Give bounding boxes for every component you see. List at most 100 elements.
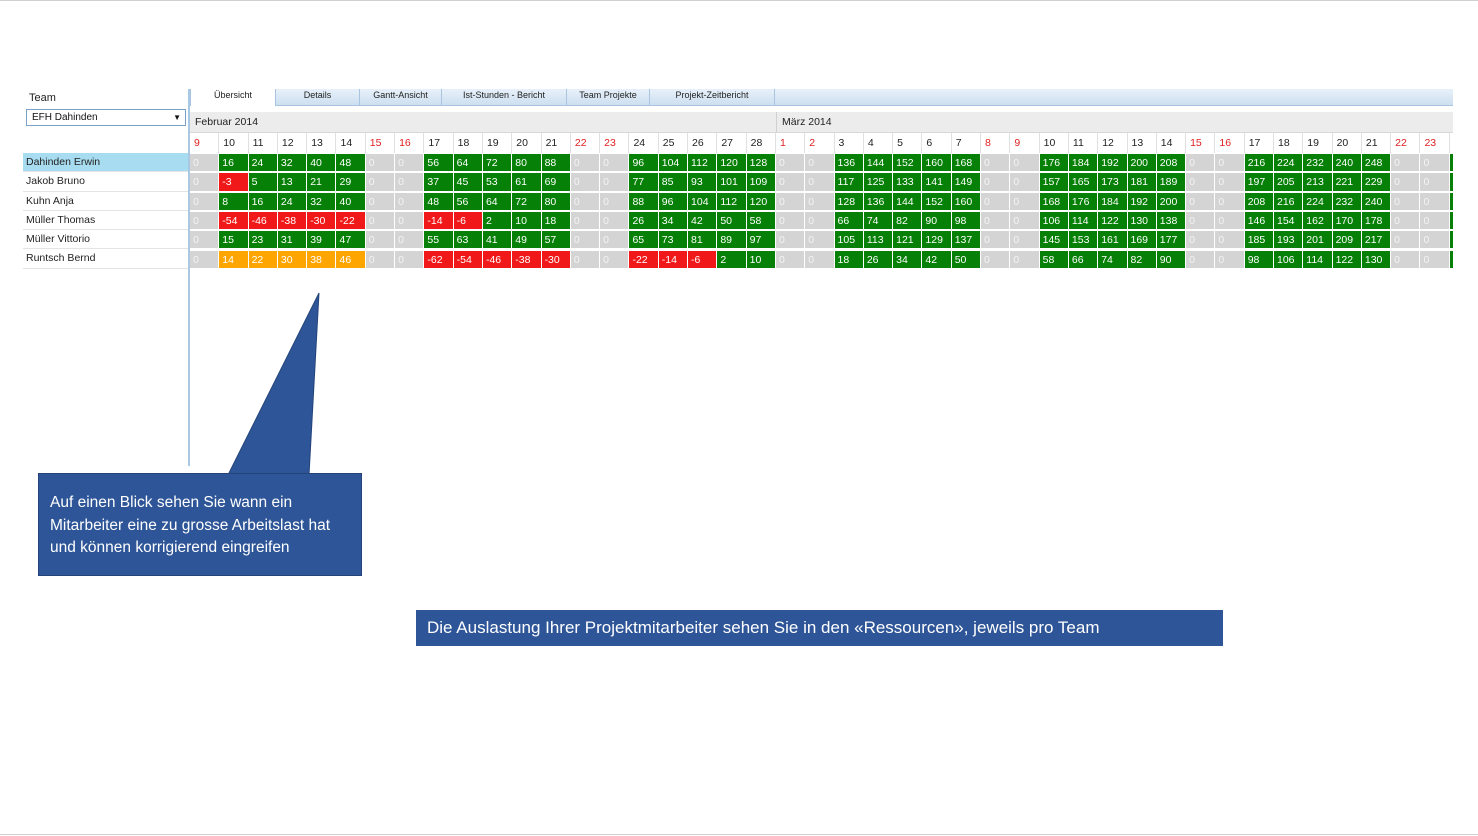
workload-cell[interactable]: 0 xyxy=(805,192,835,211)
workload-cell[interactable]: 46 xyxy=(336,250,366,269)
employee-name[interactable]: Dahinden Erwin xyxy=(23,153,188,173)
chevron-down-icon[interactable]: ▼ xyxy=(173,113,181,122)
workload-cell[interactable]: 55 xyxy=(424,231,454,250)
workload-cell[interactable]: 109 xyxy=(746,173,776,192)
workload-cell[interactable]: 0 xyxy=(775,231,806,250)
workload-cell[interactable]: 81 xyxy=(688,231,718,250)
workload-cell[interactable]: 74 xyxy=(1098,250,1128,269)
workload-cell[interactable]: 0 xyxy=(190,250,220,269)
workload-cell[interactable]: 120 xyxy=(746,192,776,211)
workload-cell[interactable] xyxy=(1449,154,1453,173)
workload-cell[interactable]: 185 xyxy=(1244,231,1274,250)
workload-cell[interactable]: 112 xyxy=(688,154,718,173)
workload-cell[interactable]: 85 xyxy=(658,173,689,192)
workload-cell[interactable]: 96 xyxy=(629,154,659,173)
workload-cell[interactable]: 32 xyxy=(277,154,308,173)
workload-cell[interactable]: 65 xyxy=(629,231,659,250)
workload-cell[interactable]: 216 xyxy=(1273,192,1304,211)
workload-cell[interactable]: 89 xyxy=(717,231,747,250)
workload-cell[interactable]: 101 xyxy=(717,173,747,192)
employee-name[interactable]: Runtsch Bernd xyxy=(23,249,188,269)
workload-cell[interactable]: 0 xyxy=(570,192,601,211)
workload-cell[interactable]: 16 xyxy=(219,154,249,173)
workload-cell[interactable]: 22 xyxy=(248,250,278,269)
workload-cell[interactable]: 0 xyxy=(1010,231,1040,250)
workload-cell[interactable]: 178 xyxy=(1361,211,1392,231)
workload-cell[interactable]: -6 xyxy=(688,250,718,269)
workload-cell[interactable]: 21 xyxy=(307,173,337,192)
workload-cell[interactable]: 98 xyxy=(1244,250,1274,269)
workload-cell[interactable]: -30 xyxy=(541,250,571,269)
workload-cell[interactable]: 0 xyxy=(805,154,835,173)
workload-cell[interactable]: 128 xyxy=(834,192,864,211)
workload-cell[interactable]: 0 xyxy=(1010,250,1040,269)
workload-cell[interactable]: 0 xyxy=(1215,231,1245,250)
workload-cell[interactable]: 0 xyxy=(395,154,425,173)
workload-cell[interactable]: 57 xyxy=(541,231,571,250)
workload-cell[interactable]: -30 xyxy=(307,211,337,231)
workload-cell[interactable]: 137 xyxy=(951,231,982,250)
workload-cell[interactable]: -46 xyxy=(482,250,513,269)
workload-cell[interactable]: 37 xyxy=(424,173,454,192)
workload-cell[interactable]: 10 xyxy=(746,250,776,269)
workload-cell[interactable]: 216 xyxy=(1244,154,1274,173)
workload-cell[interactable]: 165 xyxy=(1068,173,1099,192)
workload-cell[interactable]: 129 xyxy=(922,231,952,250)
employee-name[interactable]: Jakob Bruno xyxy=(23,172,188,192)
workload-cell[interactable] xyxy=(1449,173,1453,192)
workload-cell[interactable]: 0 xyxy=(365,173,396,192)
workload-cell[interactable]: 162 xyxy=(1303,211,1333,231)
workload-cell[interactable]: 0 xyxy=(365,250,396,269)
workload-cell[interactable]: 56 xyxy=(453,192,483,211)
workload-cell[interactable]: 72 xyxy=(482,154,513,173)
workload-cell[interactable]: 0 xyxy=(395,211,425,231)
workload-cell[interactable]: 213 xyxy=(1303,173,1333,192)
workload-cell[interactable]: 0 xyxy=(775,211,806,231)
workload-cell[interactable]: 5 xyxy=(248,173,278,192)
workload-cell[interactable]: 0 xyxy=(395,231,425,250)
workload-cell[interactable]: 160 xyxy=(922,154,952,173)
workload-cell[interactable]: 88 xyxy=(541,154,571,173)
workload-cell[interactable]: 224 xyxy=(1303,192,1333,211)
workload-cell[interactable]: 192 xyxy=(1127,192,1157,211)
workload-cell[interactable]: 41 xyxy=(482,231,513,250)
team-dropdown[interactable]: EFH Dahinden ▼ xyxy=(26,109,186,126)
workload-cell[interactable]: 39 xyxy=(307,231,337,250)
workload-cell[interactable]: 0 xyxy=(600,154,630,173)
workload-cell[interactable]: 145 xyxy=(1039,231,1069,250)
workload-cell[interactable]: 73 xyxy=(658,231,689,250)
workload-cell[interactable]: 8 xyxy=(219,192,249,211)
workload-cell[interactable]: 40 xyxy=(307,154,337,173)
workload-cell[interactable]: -54 xyxy=(453,250,483,269)
workload-cell[interactable]: 0 xyxy=(395,250,425,269)
workload-cell[interactable]: 0 xyxy=(1010,192,1040,211)
workload-cell[interactable] xyxy=(1449,192,1453,211)
workload-cell[interactable]: 53 xyxy=(482,173,513,192)
workload-cell[interactable]: 200 xyxy=(1127,154,1157,173)
workload-cell[interactable]: 58 xyxy=(746,211,776,231)
workload-cell[interactable]: -22 xyxy=(336,211,366,231)
workload-cell[interactable]: 0 xyxy=(805,173,835,192)
workload-cell[interactable]: 240 xyxy=(1361,192,1392,211)
workload-cell[interactable]: 177 xyxy=(1156,231,1187,250)
workload-cell[interactable]: 0 xyxy=(1420,211,1450,231)
workload-cell[interactable]: 144 xyxy=(893,192,923,211)
workload-cell[interactable]: 114 xyxy=(1068,211,1099,231)
workload-cell[interactable]: 0 xyxy=(1186,250,1216,269)
workload-cell[interactable]: 240 xyxy=(1332,154,1362,173)
workload-cell[interactable]: 0 xyxy=(570,173,601,192)
workload-cell[interactable]: 0 xyxy=(981,192,1011,211)
workload-cell[interactable]: 0 xyxy=(1420,231,1450,250)
tab-details[interactable]: Details xyxy=(276,89,360,105)
workload-cell[interactable]: 93 xyxy=(688,173,718,192)
workload-cell[interactable]: 208 xyxy=(1244,192,1274,211)
workload-cell[interactable]: -62 xyxy=(424,250,454,269)
workload-cell[interactable]: 0 xyxy=(365,154,396,173)
workload-cell[interactable]: 0 xyxy=(775,154,806,173)
workload-cell[interactable]: 26 xyxy=(629,211,659,231)
workload-cell[interactable]: 40 xyxy=(336,192,366,211)
workload-cell[interactable]: 18 xyxy=(541,211,571,231)
workload-cell[interactable]: 42 xyxy=(688,211,718,231)
workload-cell[interactable]: 88 xyxy=(629,192,659,211)
workload-cell[interactable]: 74 xyxy=(863,211,894,231)
